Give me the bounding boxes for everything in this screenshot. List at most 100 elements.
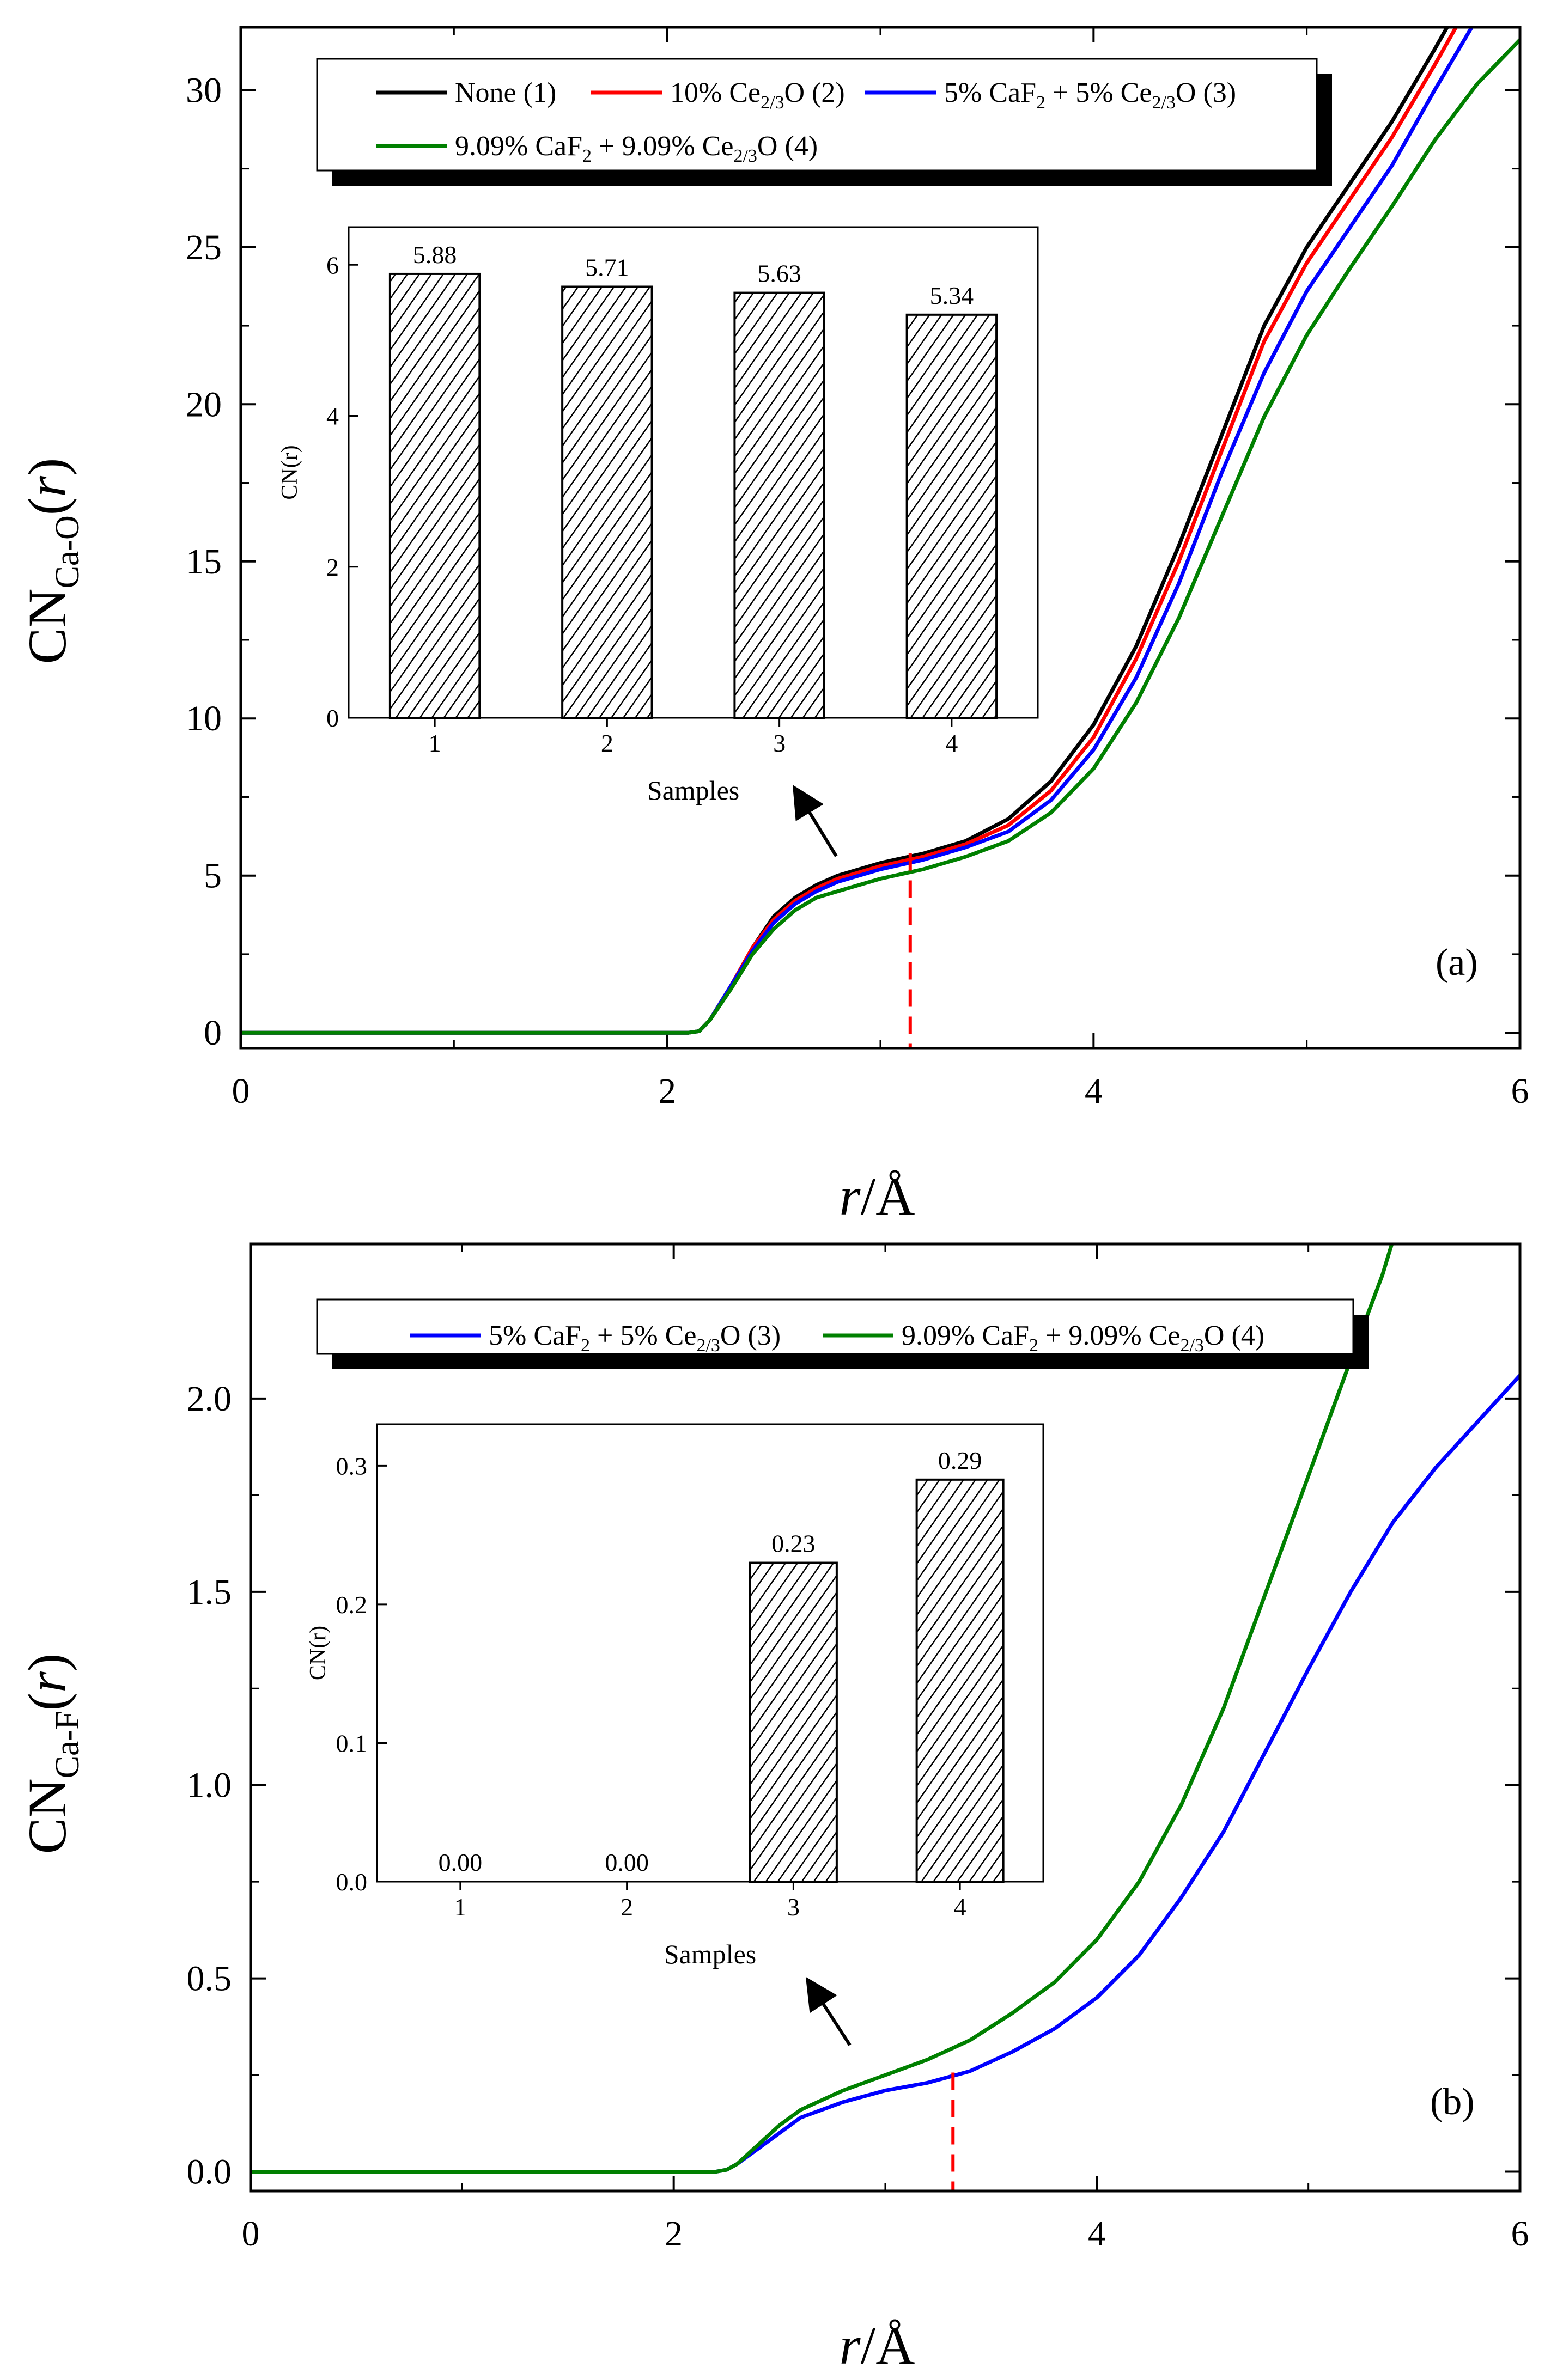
y-tick-label: 25: [186, 228, 222, 267]
legend-label-3: 5% CaF2​ + 5% Ce2/3​O (3): [944, 77, 1236, 113]
legend-text: Ce: [1121, 77, 1152, 108]
legend-sub: 2/3: [761, 93, 784, 113]
legend-text: CaF: [982, 1320, 1029, 1351]
inset-bar-4: [905, 313, 998, 719]
legend-text: Ce: [1149, 1320, 1181, 1351]
y-tick-label: 1.0: [187, 1766, 232, 1805]
inset-y-axis-title: CN(r): [277, 445, 302, 499]
inset-x-tick-label: 4: [945, 729, 958, 757]
x-tick-label: 6: [1511, 1071, 1529, 1111]
y-axis-title-paren: (: [17, 497, 77, 515]
inset-bar-value-label: 0.00: [605, 1848, 649, 1876]
y-axis-title-close: ): [17, 1653, 77, 1671]
legend-label-4: 9.09% CaF2​ + 9.09% Ce2/3​O (4): [455, 131, 818, 166]
inset-bar-3: [749, 1561, 838, 1883]
legend-label-2: 10% Ce2/3​O (2): [670, 77, 845, 113]
y-tick-label: 2.0: [187, 1379, 232, 1419]
inset-y-tick-label: 0.0: [336, 1868, 368, 1896]
y-axis-title-sub: Ca-F: [49, 1711, 86, 1778]
legend-text: O (4): [757, 131, 818, 162]
y-tick-label: 0.0: [187, 2152, 232, 2192]
y-tick-label: 15: [186, 542, 222, 582]
inset-bar-value-label: 5.88: [413, 241, 457, 268]
legend-text: CaF: [535, 131, 582, 162]
legend-label-2: 9.09% CaF2​ + 9.09% Ce2/3​O (4): [902, 1320, 1264, 1356]
inset-x-tick-label: 3: [787, 1893, 800, 1921]
inset-y-tick-label: 4: [326, 402, 339, 430]
panel-label: (b): [1430, 2081, 1475, 2123]
inset-bar-value-label: 5.71: [585, 254, 629, 282]
legend-text: CaF: [989, 77, 1036, 108]
legend-box: [316, 58, 1318, 172]
legend-label-1: None (1): [455, 77, 556, 108]
legend-text: None (1): [455, 77, 556, 108]
y-tick-label: 0: [204, 1013, 222, 1053]
x-tick-label: 0: [232, 1071, 250, 1111]
x-axis-title: r/Å: [840, 1166, 915, 1226]
series-line-2: [251, 1244, 1394, 2174]
x-axis-title-var: r: [840, 1166, 861, 1226]
legend-text: + 9.09%: [592, 131, 702, 162]
inset-x-tick-label: 1: [454, 1893, 466, 1921]
legend-sub: 2/3: [1152, 93, 1175, 113]
legend-box: [316, 1298, 1354, 1355]
inset-bar-value-label: 0.29: [938, 1447, 982, 1474]
legend-text: 5%: [944, 77, 989, 108]
plot-frame: [249, 1242, 1522, 2193]
y-axis-title-var: r: [17, 475, 77, 497]
inset-y-tick-label: 6: [326, 251, 339, 279]
y-tick-label: 0.5: [187, 1959, 232, 1999]
y-axis-title-main: CN: [17, 1778, 77, 1854]
inset-x-axis-title: Samples: [647, 775, 739, 805]
inset-x-tick-label: 2: [621, 1893, 633, 1921]
legend-sub: 2: [582, 146, 592, 166]
legend-text: O (3): [1176, 77, 1236, 108]
legend-text: O (4): [1204, 1320, 1264, 1351]
legend-text: 10%: [670, 77, 729, 108]
legend-sub: 2: [1029, 1335, 1038, 1356]
y-axis-title: CNCa-F(r): [17, 1653, 86, 1854]
legend-sub: 2/3: [1180, 1335, 1203, 1356]
legend-text: + 5%: [590, 1320, 665, 1351]
inset-bar-value-label: 5.34: [930, 282, 974, 309]
x-tick-label: 4: [1088, 2214, 1106, 2254]
y-tick-label: 1.5: [187, 1572, 232, 1612]
plot-frame: [239, 26, 1522, 1050]
x-axis-title-unit: /Å: [860, 2315, 915, 2376]
inset-y-tick-label: 0.1: [336, 1729, 368, 1757]
inset-bar-1: [388, 272, 481, 719]
y-axis-title-sub: Ca-O: [49, 515, 86, 588]
legend-text: + 5%: [1045, 77, 1121, 108]
legend-text: Ce: [729, 77, 761, 108]
y-axis-title-main: CN: [17, 588, 77, 664]
inset-x-tick-label: 4: [954, 1893, 966, 1921]
legend-text: CaF: [533, 1320, 581, 1351]
inset-bar-3: [733, 291, 825, 719]
legend-sub: 2: [1036, 93, 1045, 113]
y-axis-title: CNCa-O(r): [17, 458, 86, 664]
inset-x-axis-title: Samples: [664, 1939, 756, 1969]
inset-bar-2: [561, 285, 653, 719]
inset-bar-value-label: 5.63: [757, 260, 801, 288]
inset-x-tick-label: 3: [773, 729, 786, 757]
pointer-arrow: [805, 1976, 852, 2046]
y-axis-title-close: ): [17, 458, 77, 476]
legend-text: Ce: [702, 131, 734, 162]
inset-x-tick-label: 2: [601, 729, 613, 757]
legend-label-1: 5% CaF2​ + 5% Ce2/3​O (3): [489, 1320, 781, 1356]
legend-text: 9.09%: [902, 1320, 982, 1351]
legend-text: 9.09%: [455, 131, 535, 162]
y-tick-label: 20: [186, 385, 222, 424]
inset-bar-4: [915, 1478, 1005, 1883]
legend-text: O (2): [784, 77, 845, 108]
pointer-arrow: [792, 785, 838, 857]
inset-y-tick-label: 0.2: [336, 1591, 368, 1619]
inset-bar-value-label: 0.23: [771, 1530, 816, 1558]
x-axis-title: r/Å: [840, 2315, 915, 2376]
x-tick-label: 4: [1085, 1071, 1103, 1111]
inset-y-tick-label: 0.3: [336, 1452, 368, 1480]
panel-label: (a): [1436, 942, 1478, 984]
